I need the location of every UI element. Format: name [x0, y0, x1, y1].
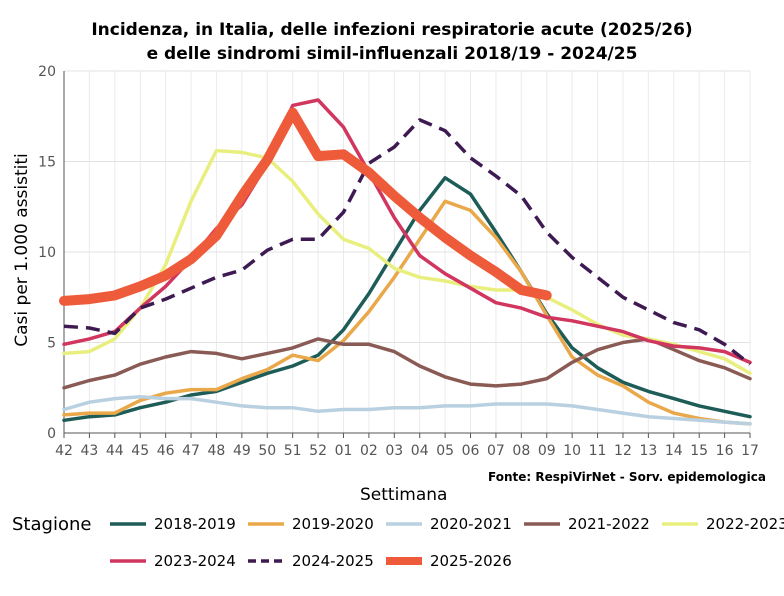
- legend-item-2020-2021: 2020-2021: [384, 514, 512, 534]
- legend-swatch: [110, 559, 146, 563]
- series-line-2024-2025: [63, 118, 752, 366]
- legend-label: 2018-2019: [154, 515, 236, 533]
- legend-swatch: [386, 557, 422, 565]
- x-axis-label: Settimana: [360, 485, 448, 505]
- chart-title-line2: e delle sindromi simil-influenzali 2018/…: [146, 44, 638, 64]
- x-tick-label: 14: [665, 443, 683, 459]
- legend-label: 2019-2020: [292, 515, 374, 533]
- y-tick-label: 10: [38, 245, 56, 261]
- legend-swatch: [524, 522, 560, 526]
- series-line-2020-2021: [62, 395, 752, 426]
- legend-swatch: [662, 522, 698, 526]
- x-tick-label: 02: [360, 443, 378, 459]
- legend-item-2022-2023: 2022-2023: [660, 514, 784, 534]
- x-tick-label: 43: [80, 443, 98, 459]
- x-tick-label: 11: [589, 443, 607, 459]
- x-tick-label: 17: [741, 443, 759, 459]
- x-tick-label: 47: [182, 443, 200, 459]
- y-tick-label: 15: [38, 155, 56, 171]
- x-tick-label: 15: [690, 443, 708, 459]
- y-tick-label: 0: [47, 426, 56, 442]
- x-tick-label: 04: [411, 443, 429, 459]
- series-line-2025-2026: [59, 107, 552, 306]
- x-tick-label: 42: [55, 443, 73, 459]
- x-tick-label: 03: [385, 443, 403, 459]
- legend-label: 2022-2023: [706, 515, 784, 533]
- y-tick-label: 20: [38, 64, 56, 80]
- legend-swatch: [248, 522, 284, 526]
- x-tick-label: 10: [563, 443, 581, 459]
- legend-item-2025-2026: 2025-2026: [384, 551, 512, 571]
- legend-item-2019-2020: 2019-2020: [246, 514, 374, 534]
- legend-label: 2025-2026: [430, 552, 512, 570]
- legend-swatch: [248, 559, 284, 563]
- x-tick-label: 12: [614, 443, 632, 459]
- x-tick-label: 48: [208, 443, 226, 459]
- legend-label: 2021-2022: [568, 515, 650, 533]
- x-tick-label: 49: [233, 443, 251, 459]
- x-tick-label: 05: [436, 443, 454, 459]
- source-note: Fonte: RespiVirNet - Sorv. epidemologica: [488, 470, 766, 484]
- axes: [63, 71, 751, 438]
- x-tick-label: 44: [106, 443, 124, 459]
- legend-item-2023-2024: 2023-2024: [108, 551, 236, 571]
- x-tick-label: 13: [639, 443, 657, 459]
- x-tick-label: 46: [157, 443, 175, 459]
- grid-lines: [63, 70, 751, 434]
- legend-label: 2024-2025: [292, 552, 374, 570]
- chart-title-line1: Incidenza, in Italia, delle infezioni re…: [91, 20, 693, 40]
- series-line-2019-2020: [62, 199, 752, 426]
- legend-item-2021-2022: 2021-2022: [522, 514, 650, 534]
- legend-title: Stagione: [12, 514, 92, 535]
- legend-item-2018-2019: 2018-2019: [108, 514, 236, 534]
- y-axis-label: Casi per 1.000 assistiti: [12, 153, 32, 347]
- x-tick-label: 52: [309, 443, 327, 459]
- y-tick-label: 5: [47, 336, 56, 352]
- x-tick-label: 45: [131, 443, 149, 459]
- legend-label: 2023-2024: [154, 552, 236, 570]
- x-tick-label: 07: [487, 443, 505, 459]
- x-tick-label: 50: [258, 443, 276, 459]
- x-tick-label: 06: [462, 443, 480, 459]
- x-tick-label: 01: [335, 443, 353, 459]
- x-tick-label: 09: [538, 443, 556, 459]
- chart-title: Incidenza, in Italia, delle infezioni re…: [0, 18, 784, 66]
- legend-swatch: [386, 522, 422, 526]
- legend-swatch: [110, 522, 146, 526]
- series-line-2021-2022: [62, 337, 752, 390]
- legend-label: 2020-2021: [430, 515, 512, 533]
- legend-item-2024-2025: 2024-2025: [246, 551, 374, 571]
- series-lines: [59, 98, 752, 426]
- x-tick-label: 16: [716, 443, 734, 459]
- x-tick-label: 08: [512, 443, 530, 459]
- x-tick-label: 51: [284, 443, 302, 459]
